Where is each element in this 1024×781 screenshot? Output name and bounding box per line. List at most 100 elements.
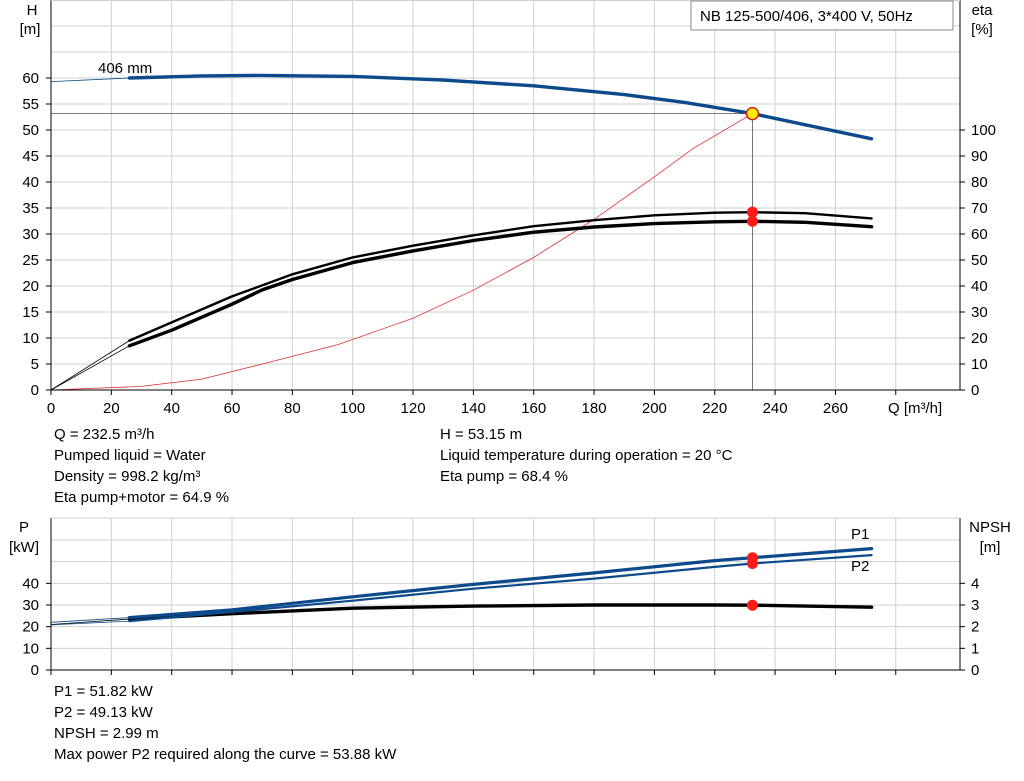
x-axis-label: Q [m³/h] [888,400,942,417]
eta-tick-label: 50 [971,252,988,269]
eta-total-point [746,215,758,227]
series-line-eta-pump-motor [127,219,874,348]
h-axis-label: H [27,2,38,19]
x-tick-label: 100 [340,400,365,417]
series-line-p1 [127,546,874,620]
series-line-eta-pump [128,210,873,342]
info-flow: Q = 232.5 m³/h [54,426,155,443]
x-tick-label: 260 [823,400,848,417]
x-tick-label: 120 [401,400,426,417]
series-extension [50,620,130,626]
h-tick-label: 35 [22,200,39,217]
h-tick-label: 60 [22,70,39,87]
h-tick-label: 5 [31,356,39,373]
info-bottom: P1 = 51.82 kW P2 = 49.13 kW NPSH = 2.99 … [54,681,396,765]
h-tick-label: 30 [22,226,39,243]
bottom-chart-grid [50,518,960,671]
info-eta-pump: Eta pump = 68.4 % [440,468,568,485]
p-axis-label: P [19,519,29,536]
system-curve [50,113,753,391]
npsh-point [746,599,758,611]
info-npsh: NPSH = 2.99 m [54,725,159,742]
p-axis-unit: [kW] [9,539,39,556]
x-tick-label: 60 [224,400,241,417]
x-tick-label: 0 [47,400,55,417]
x-tick-label: 80 [284,400,301,417]
npsh-axis-label: NPSH [969,519,1011,536]
h-tick-label: 55 [22,96,39,113]
series-line-npsh [127,603,874,621]
eta-tick-label: 60 [971,226,988,243]
h-axis-unit: [m] [20,21,41,38]
eta-tick-label: 30 [971,304,988,321]
top-chart-series [50,73,874,391]
h-tick-label: 10 [22,330,39,347]
chart-labels: 0510152025303540455055600102030405060708… [9,0,1011,679]
p1-label: P1 [851,526,869,543]
series-line-p2 [128,553,873,623]
x-tick-label: 160 [521,400,546,417]
info-density: Density = 998.2 kg/m³ [54,468,201,485]
series-extension [50,77,130,82]
eta-tick-label: 70 [971,200,988,217]
duty-point [745,106,760,121]
h-tick-label: 40 [22,174,39,191]
info-p1: P1 = 51.82 kW [54,683,153,700]
info-top-right: H = 53.15 m Liquid temperature during op… [440,424,732,487]
x-tick-label: 180 [582,400,607,417]
npsh-tick-label: 3 [971,597,979,614]
title-box [690,0,954,31]
info-temperature: Liquid temperature during operation = 20… [440,447,733,464]
h-tick-label: 0 [31,382,39,399]
curve-label: 406 mm [98,60,152,77]
npsh-tick-label: 4 [971,575,979,592]
info-p2: P2 = 49.13 kW [54,704,153,721]
h-tick-label: 45 [22,148,39,165]
eta-tick-label: 80 [971,174,988,191]
eta-axis-label: eta [972,2,994,19]
info-eta-total: Eta pump+motor = 64.9 % [54,489,230,506]
x-tick-label: 140 [461,400,486,417]
x-tick-label: 240 [763,400,788,417]
eta-pump-point [746,206,758,218]
h-tick-label: 50 [22,122,39,139]
h-tick-label: 20 [22,278,39,295]
series-extension [50,340,130,391]
npsh-axis-unit: [m] [980,539,1001,556]
info-head: H = 53.15 m [440,426,523,443]
eta-tick-label: 10 [971,356,988,373]
npsh-tick-label: 0 [971,662,979,679]
x-tick-label: 20 [103,400,120,417]
info-top-left: Q = 232.5 m³/h Pumped liquid = Water Den… [54,424,229,508]
eta-tick-label: 0 [971,382,979,399]
x-tick-label: 200 [642,400,667,417]
info-max-power: Max power P2 required along the curve = … [54,746,397,763]
info-liquid: Pumped liquid = Water [54,447,206,464]
p-tick-label: 0 [31,662,39,679]
chart-title: NB 125-500/406, 3*400 V, 50Hz [700,8,913,25]
top-chart-grid [50,0,960,391]
eta-tick-label: 40 [971,278,988,295]
p-tick-label: 20 [22,619,39,636]
bottom-chart-series [50,546,874,626]
series-extension [50,618,130,625]
p2-point [746,558,758,570]
series-line-406-mm [127,73,874,141]
npsh-tick-label: 2 [971,619,979,636]
p2-label: P2 [851,558,869,575]
p-tick-label: 40 [22,575,39,592]
h-tick-label: 15 [22,304,39,321]
series-extension [50,617,130,623]
p-tick-label: 30 [22,597,39,614]
eta-axis-unit: [%] [971,21,993,38]
series-extension [50,345,130,391]
eta-tick-label: 20 [971,330,988,347]
npsh-tick-label: 1 [971,640,979,657]
h-tick-label: 25 [22,252,39,269]
chart-axes [46,0,965,675]
eta-tick-label: 90 [971,148,988,165]
x-tick-label: 220 [702,400,727,417]
eta-tick-label: 100 [971,122,996,139]
p-tick-label: 10 [22,640,39,657]
